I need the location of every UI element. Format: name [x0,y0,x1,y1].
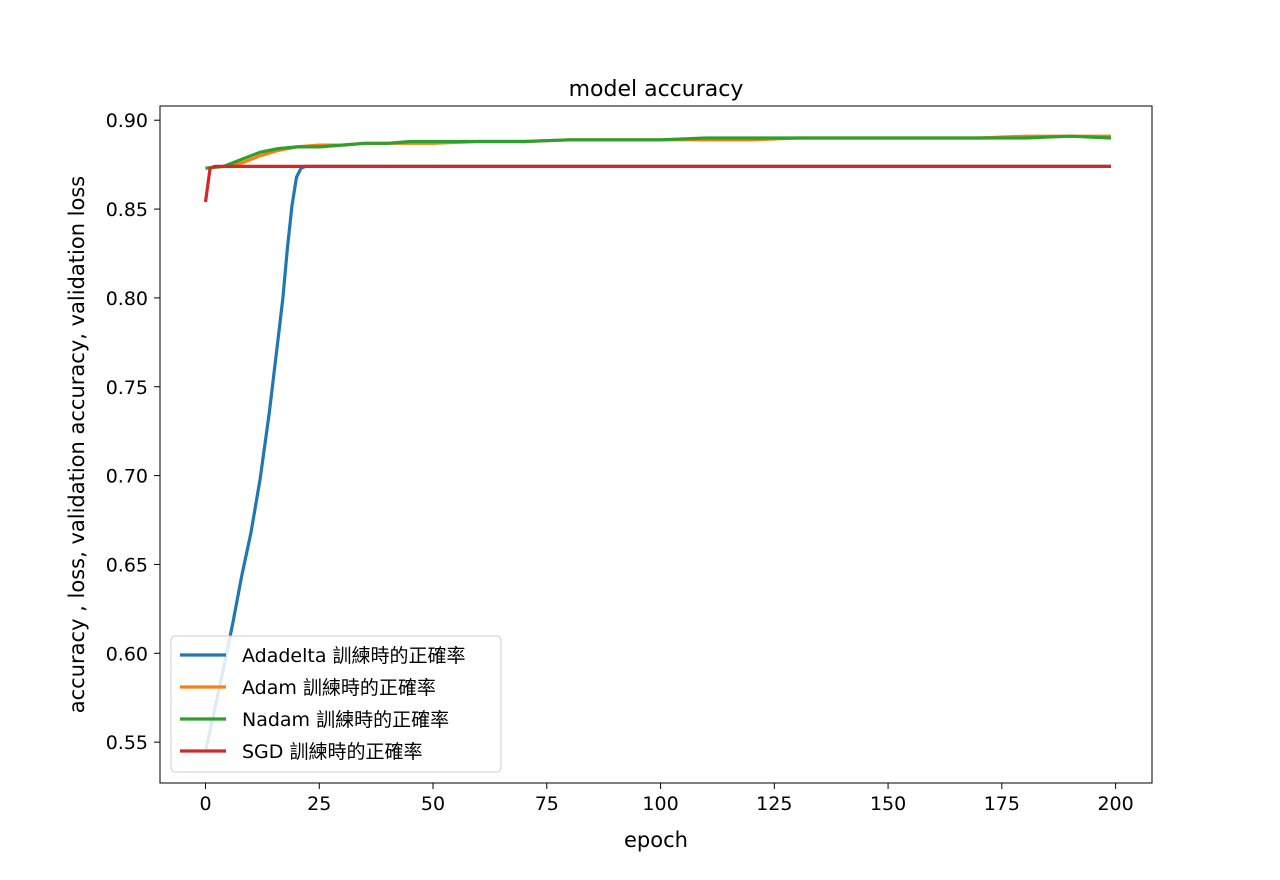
y-tick-label: 0.85 [106,199,148,221]
legend-label: Adadelta 訓練時的正確率 [242,645,466,667]
x-tick-label: 75 [535,793,559,815]
x-axis: 0 25 50 75 100 125 150 175 200 [199,783,1134,815]
x-tick-label: 200 [1097,793,1133,815]
y-tick-label: 0.70 [106,466,148,488]
x-axis-title: epoch [624,828,688,852]
y-tick-label: 0.65 [106,554,148,576]
x-tick-label: 150 [870,793,906,815]
legend-label: SGD 訓練時的正確率 [242,741,422,763]
x-tick-label: 25 [307,793,331,815]
legend: Adadelta 訓練時的正確率 Adam 訓練時的正確率 Nadam 訓練時的正確… [170,635,502,773]
y-tick-label: 0.90 [106,110,148,132]
y-tick-label: 0.55 [106,732,148,754]
y-tick-label: 0.75 [106,377,148,399]
x-tick-label: 125 [756,793,792,815]
plot-frame [159,105,1153,784]
legend-box [170,635,502,773]
legend-label: Adam 訓練時的正確率 [242,677,436,699]
chart-title: model accuracy [569,77,744,102]
legend-label: Nadam 訓練時的正確率 [242,709,449,731]
y-tick-label: 0.60 [106,643,148,665]
series-line-3 [203,164,1111,203]
series-line-2 [205,134,1112,170]
x-tick-label: 50 [421,793,445,815]
x-tick-label: 175 [984,793,1020,815]
x-tick-label: 100 [642,793,678,815]
y-axis: 0.55 0.60 0.65 0.70 0.75 0.80 0.85 0.90 [106,110,160,754]
y-axis-title: accuracy , loss, validation accuracy, va… [65,176,89,713]
y-tick-label: 0.80 [106,288,148,310]
x-tick-label: 0 [199,793,211,815]
